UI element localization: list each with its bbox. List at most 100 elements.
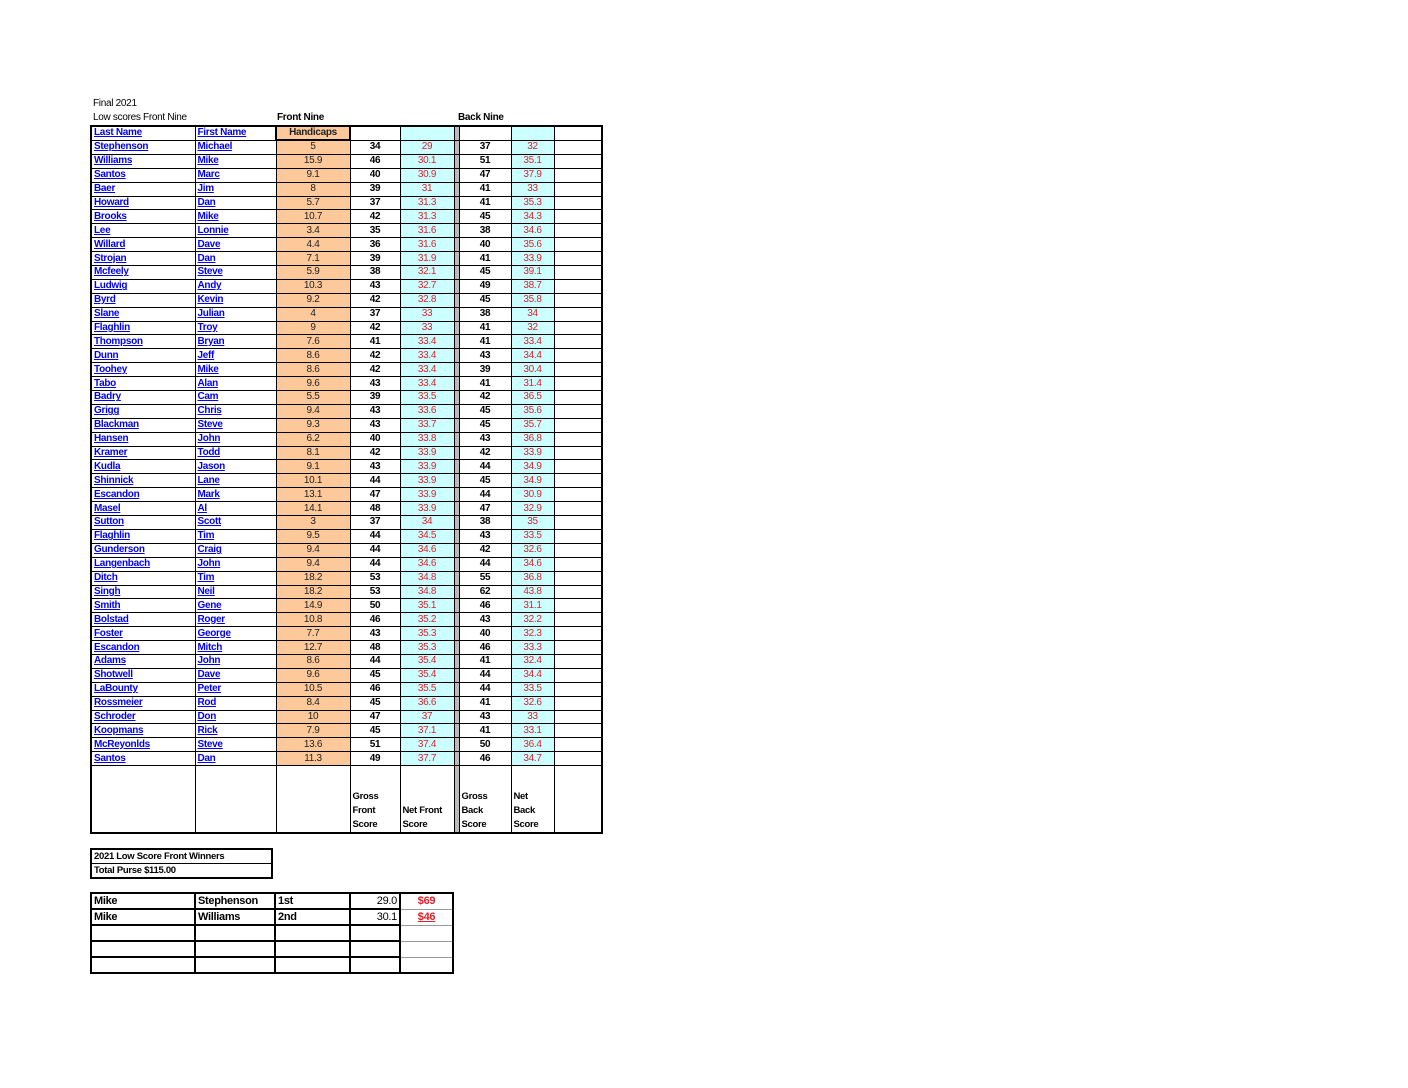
last-name-cell[interactable]: Adams [90, 653, 196, 669]
first-name-cell[interactable]: John [194, 653, 277, 669]
last-name-cell[interactable]: Singh [90, 584, 196, 600]
last-name-cell[interactable]: Santos [90, 167, 196, 183]
last-name-cell[interactable]: Kudla [90, 459, 196, 475]
first-name-cell[interactable]: Steve [194, 265, 277, 280]
net-front-cell: 35.2 [399, 612, 455, 628]
first-name-cell[interactable]: Al [194, 501, 277, 517]
last-name-cell[interactable]: Slane [90, 306, 196, 322]
table-row: Hansen John 6.2 40 33.8 43 36.8 [90, 431, 603, 447]
first-name-cell[interactable]: Steve [194, 417, 277, 433]
first-name-cell[interactable]: Troy [194, 320, 277, 336]
last-name-cell[interactable]: Byrd [90, 292, 196, 308]
last-name-cell[interactable]: Stephenson [90, 139, 196, 155]
last-name-cell[interactable]: Koopmans [90, 723, 196, 739]
last-name-cell[interactable]: Schroder [90, 709, 196, 725]
handicap-cell: 8.4 [275, 695, 351, 711]
last-name-cell[interactable]: Flaghlin [90, 320, 196, 336]
first-name-cell[interactable]: Kevin [194, 292, 277, 308]
last-name-cell[interactable]: Strojan [90, 251, 196, 267]
last-name-cell[interactable]: Kramer [90, 445, 196, 461]
first-name-cell[interactable]: Michael [194, 139, 277, 155]
first-name-cell[interactable]: Roger [194, 612, 277, 628]
last-name-cell[interactable]: Smith [90, 598, 196, 614]
table-row: Thompson Bryan 7.6 41 33.4 41 33.4 [90, 334, 603, 350]
first-name-cell[interactable]: Rod [194, 695, 277, 711]
last-name-cell[interactable]: Escandon [90, 640, 196, 655]
last-name-cell[interactable]: Rossmeier [90, 695, 196, 711]
first-name-cell[interactable]: Todd [194, 445, 277, 461]
first-name-cell[interactable]: Tim [194, 528, 277, 544]
first-name-cell[interactable]: Dan [194, 251, 277, 267]
first-name-cell[interactable]: Alan [194, 376, 277, 392]
first-name-cell[interactable]: Jeff [194, 348, 277, 364]
last-name-cell[interactable]: Mcfeely [90, 265, 196, 280]
first-name-cell[interactable]: Tim [194, 570, 277, 586]
first-name-cell[interactable]: Andy [194, 278, 277, 294]
last-name-cell[interactable]: McReyonlds [90, 737, 196, 753]
first-name-cell[interactable]: Jason [194, 459, 277, 475]
first-name-cell[interactable]: Chris [194, 403, 277, 419]
first-name-cell[interactable]: Gene [194, 598, 277, 614]
first-name-cell[interactable]: Lonnie [194, 223, 277, 239]
first-name-cell[interactable]: Scott [194, 515, 277, 530]
last-name-cell[interactable]: Bolstad [90, 612, 196, 628]
first-name-cell[interactable]: Cam [194, 390, 277, 405]
last-name-cell[interactable]: Toohey [90, 362, 196, 378]
first-name-cell[interactable]: Craig [194, 542, 277, 558]
first-name-cell[interactable]: Mike [194, 153, 277, 169]
first-name-cell[interactable]: Lane [194, 473, 277, 489]
first-name-cell[interactable]: Neil [194, 584, 277, 600]
first-name-cell[interactable]: Steve [194, 737, 277, 753]
first-name-cell[interactable]: Dan [194, 195, 277, 211]
last-name-cell[interactable]: Ditch [90, 570, 196, 586]
last-name-cell[interactable]: Baer [90, 181, 196, 197]
last-name-cell[interactable]: Willard [90, 237, 196, 253]
header-first-name[interactable]: First Name [194, 125, 277, 141]
last-name-cell[interactable]: Dunn [90, 348, 196, 364]
first-name-cell[interactable]: Julian [194, 306, 277, 322]
last-name-cell[interactable]: Santos [90, 751, 196, 767]
last-name-cell[interactable]: Blackman [90, 417, 196, 433]
last-name-cell[interactable]: Tabo [90, 376, 196, 392]
net-back-cell: 34.6 [510, 223, 555, 239]
last-name-cell[interactable]: Brooks [90, 209, 196, 225]
last-name-cell[interactable]: Howard [90, 195, 196, 211]
last-name-cell[interactable]: Foster [90, 626, 196, 642]
first-name-cell[interactable]: Mitch [194, 640, 277, 655]
first-name-cell[interactable]: Marc [194, 167, 277, 183]
first-name-cell[interactable]: John [194, 431, 277, 447]
net-front-label: Net Front Score [399, 765, 455, 834]
last-name-cell[interactable]: Thompson [90, 334, 196, 350]
first-name-cell[interactable]: Peter [194, 681, 277, 697]
last-name-cell[interactable]: Flaghlin [90, 528, 196, 544]
first-name-cell[interactable]: Dan [194, 751, 277, 767]
last-name-cell[interactable]: Hansen [90, 431, 196, 447]
first-name-cell[interactable]: Mark [194, 487, 277, 503]
last-name-cell[interactable]: Badry [90, 390, 196, 405]
last-name-cell[interactable]: Shinnick [90, 473, 196, 489]
first-name-cell[interactable]: Rick [194, 723, 277, 739]
last-name-cell[interactable]: Ludwig [90, 278, 196, 294]
first-name-cell[interactable]: Dave [194, 237, 277, 253]
last-name-cell[interactable]: Lee [90, 223, 196, 239]
first-name-cell[interactable]: Don [194, 709, 277, 725]
last-name-cell[interactable]: LaBounty [90, 681, 196, 697]
last-name-cell[interactable]: Escandon [90, 487, 196, 503]
net-front-cell: 32.7 [399, 278, 455, 294]
first-name-cell[interactable]: John [194, 556, 277, 572]
first-name-cell[interactable]: Bryan [194, 334, 277, 350]
last-name-cell[interactable]: Shotwell [90, 667, 196, 683]
first-name-cell[interactable]: Mike [194, 362, 277, 378]
gross-back-cell: 41 [458, 181, 512, 197]
last-name-cell[interactable]: Williams [90, 153, 196, 169]
first-name-cell[interactable]: Jim [194, 181, 277, 197]
first-name-cell[interactable]: Mike [194, 209, 277, 225]
last-name-cell[interactable]: Masel [90, 501, 196, 517]
last-name-cell[interactable]: Langenbach [90, 556, 196, 572]
first-name-cell[interactable]: Dave [194, 667, 277, 683]
last-name-cell[interactable]: Gunderson [90, 542, 196, 558]
header-last-name[interactable]: Last Name [90, 125, 196, 141]
last-name-cell[interactable]: Grigg [90, 403, 196, 419]
last-name-cell[interactable]: Sutton [90, 515, 196, 530]
first-name-cell[interactable]: George [194, 626, 277, 642]
